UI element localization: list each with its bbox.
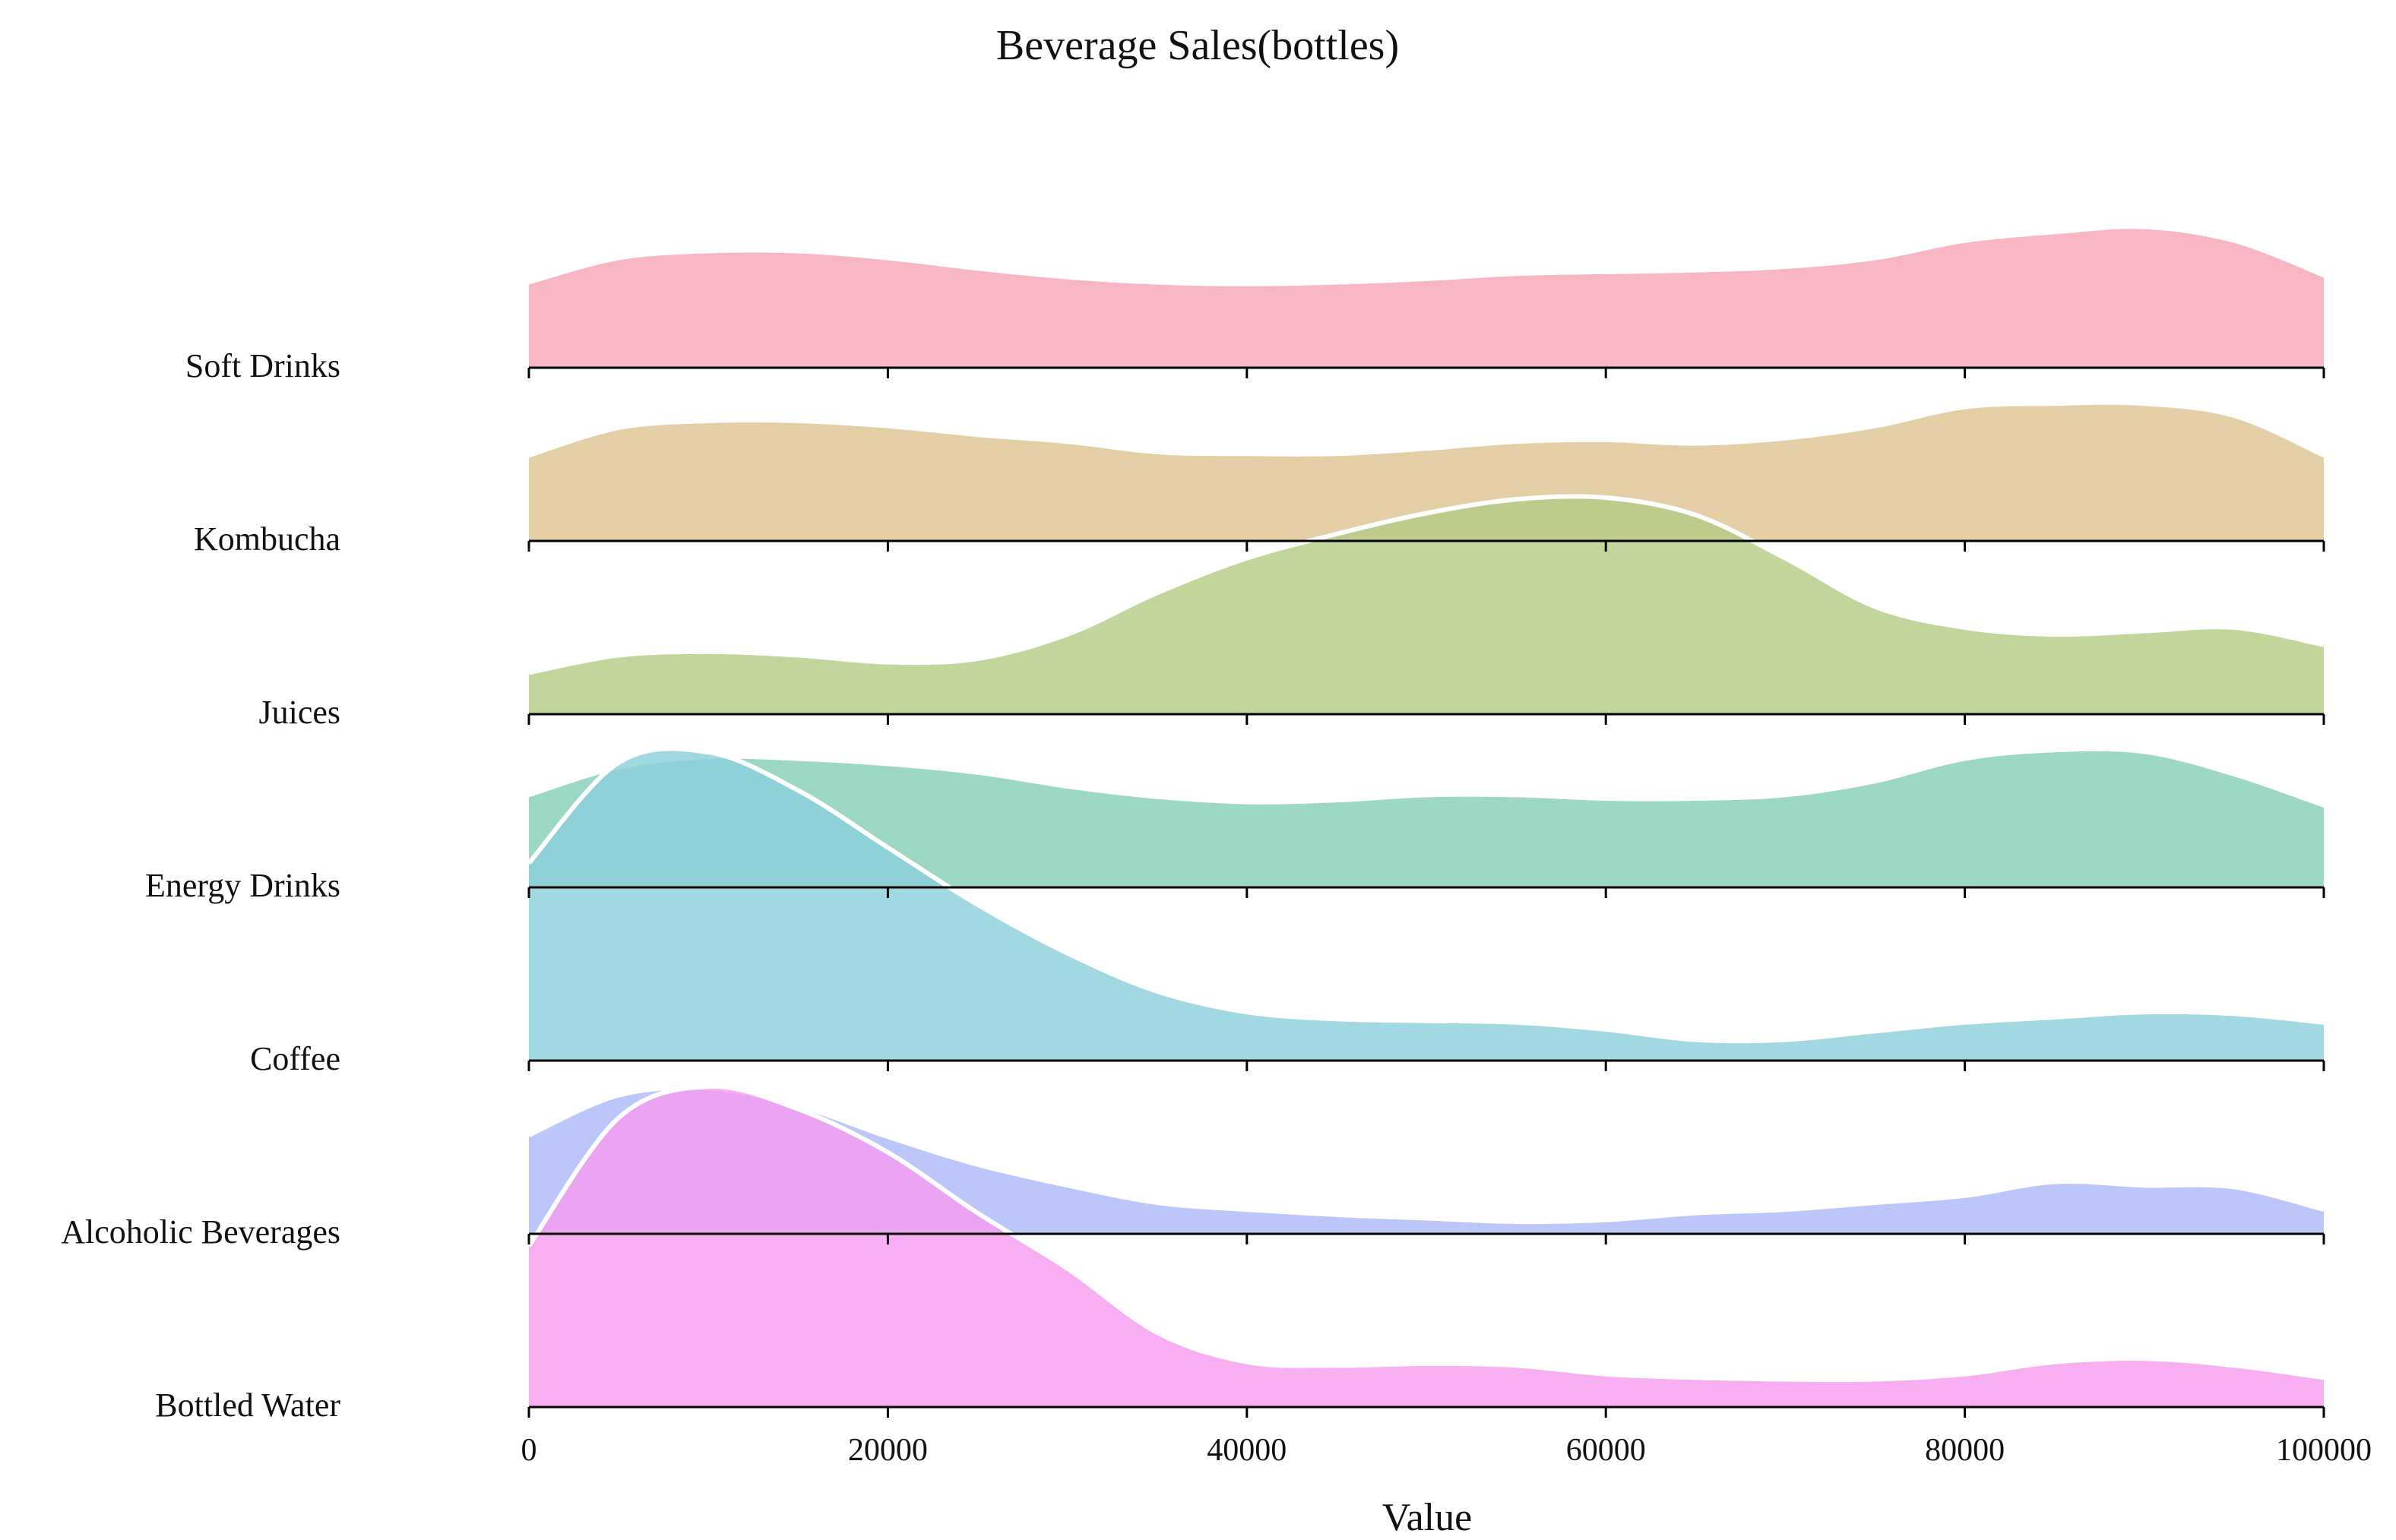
chart-title: Beverage Sales(bottles) (996, 22, 1399, 69)
x-tick-label: 80000 (1925, 1433, 2005, 1468)
category-label-energy-drinks: Energy Drinks (145, 867, 340, 904)
category-label-kombucha: Kombucha (194, 520, 340, 558)
ridge-outline-juices (528, 494, 2325, 675)
ridge-area-soft-drinks (529, 229, 2324, 368)
ridge-area-bottled-water (529, 1086, 2324, 1407)
x-tick-label: 60000 (1566, 1433, 1646, 1468)
x-tick-label: 20000 (848, 1433, 928, 1468)
ridge-outline-alcoholic-beverages (527, 1085, 2325, 1225)
ridge-area-alcoholic-beverages (529, 1087, 2324, 1234)
x-tick-label: 40000 (1207, 1433, 1287, 1468)
x-axis-title: Value (1382, 1496, 1472, 1539)
category-label-coffee: Coffee (250, 1040, 340, 1077)
x-tick-labels-group: 0 20000 40000 60000 80000 100000 (521, 1433, 2372, 1468)
category-labels-group: Soft Drinks Kombucha Juices Energy Drinks Co… (61, 347, 340, 1424)
x-tick-label: 100000 (2276, 1433, 2372, 1468)
x-tick-label: 0 (521, 1433, 537, 1468)
category-label-bottled-water: Bottled Water (155, 1387, 340, 1424)
baselines-group (527, 366, 2325, 1418)
ridge-area-coffee (529, 748, 2324, 1061)
category-label-juices: Juices (258, 694, 340, 731)
category-label-soft-drinks: Soft Drinks (185, 347, 340, 384)
ridge-area-energy-drinks (529, 751, 2324, 887)
category-label-alcoholic-beverages: Alcoholic Beverages (61, 1213, 340, 1251)
ridge-area-kombucha (529, 404, 2324, 541)
ridge-outline-coffee (527, 746, 2325, 1044)
ridge-outline-bottled-water (527, 1084, 2325, 1383)
ridges-group (527, 229, 2325, 1407)
